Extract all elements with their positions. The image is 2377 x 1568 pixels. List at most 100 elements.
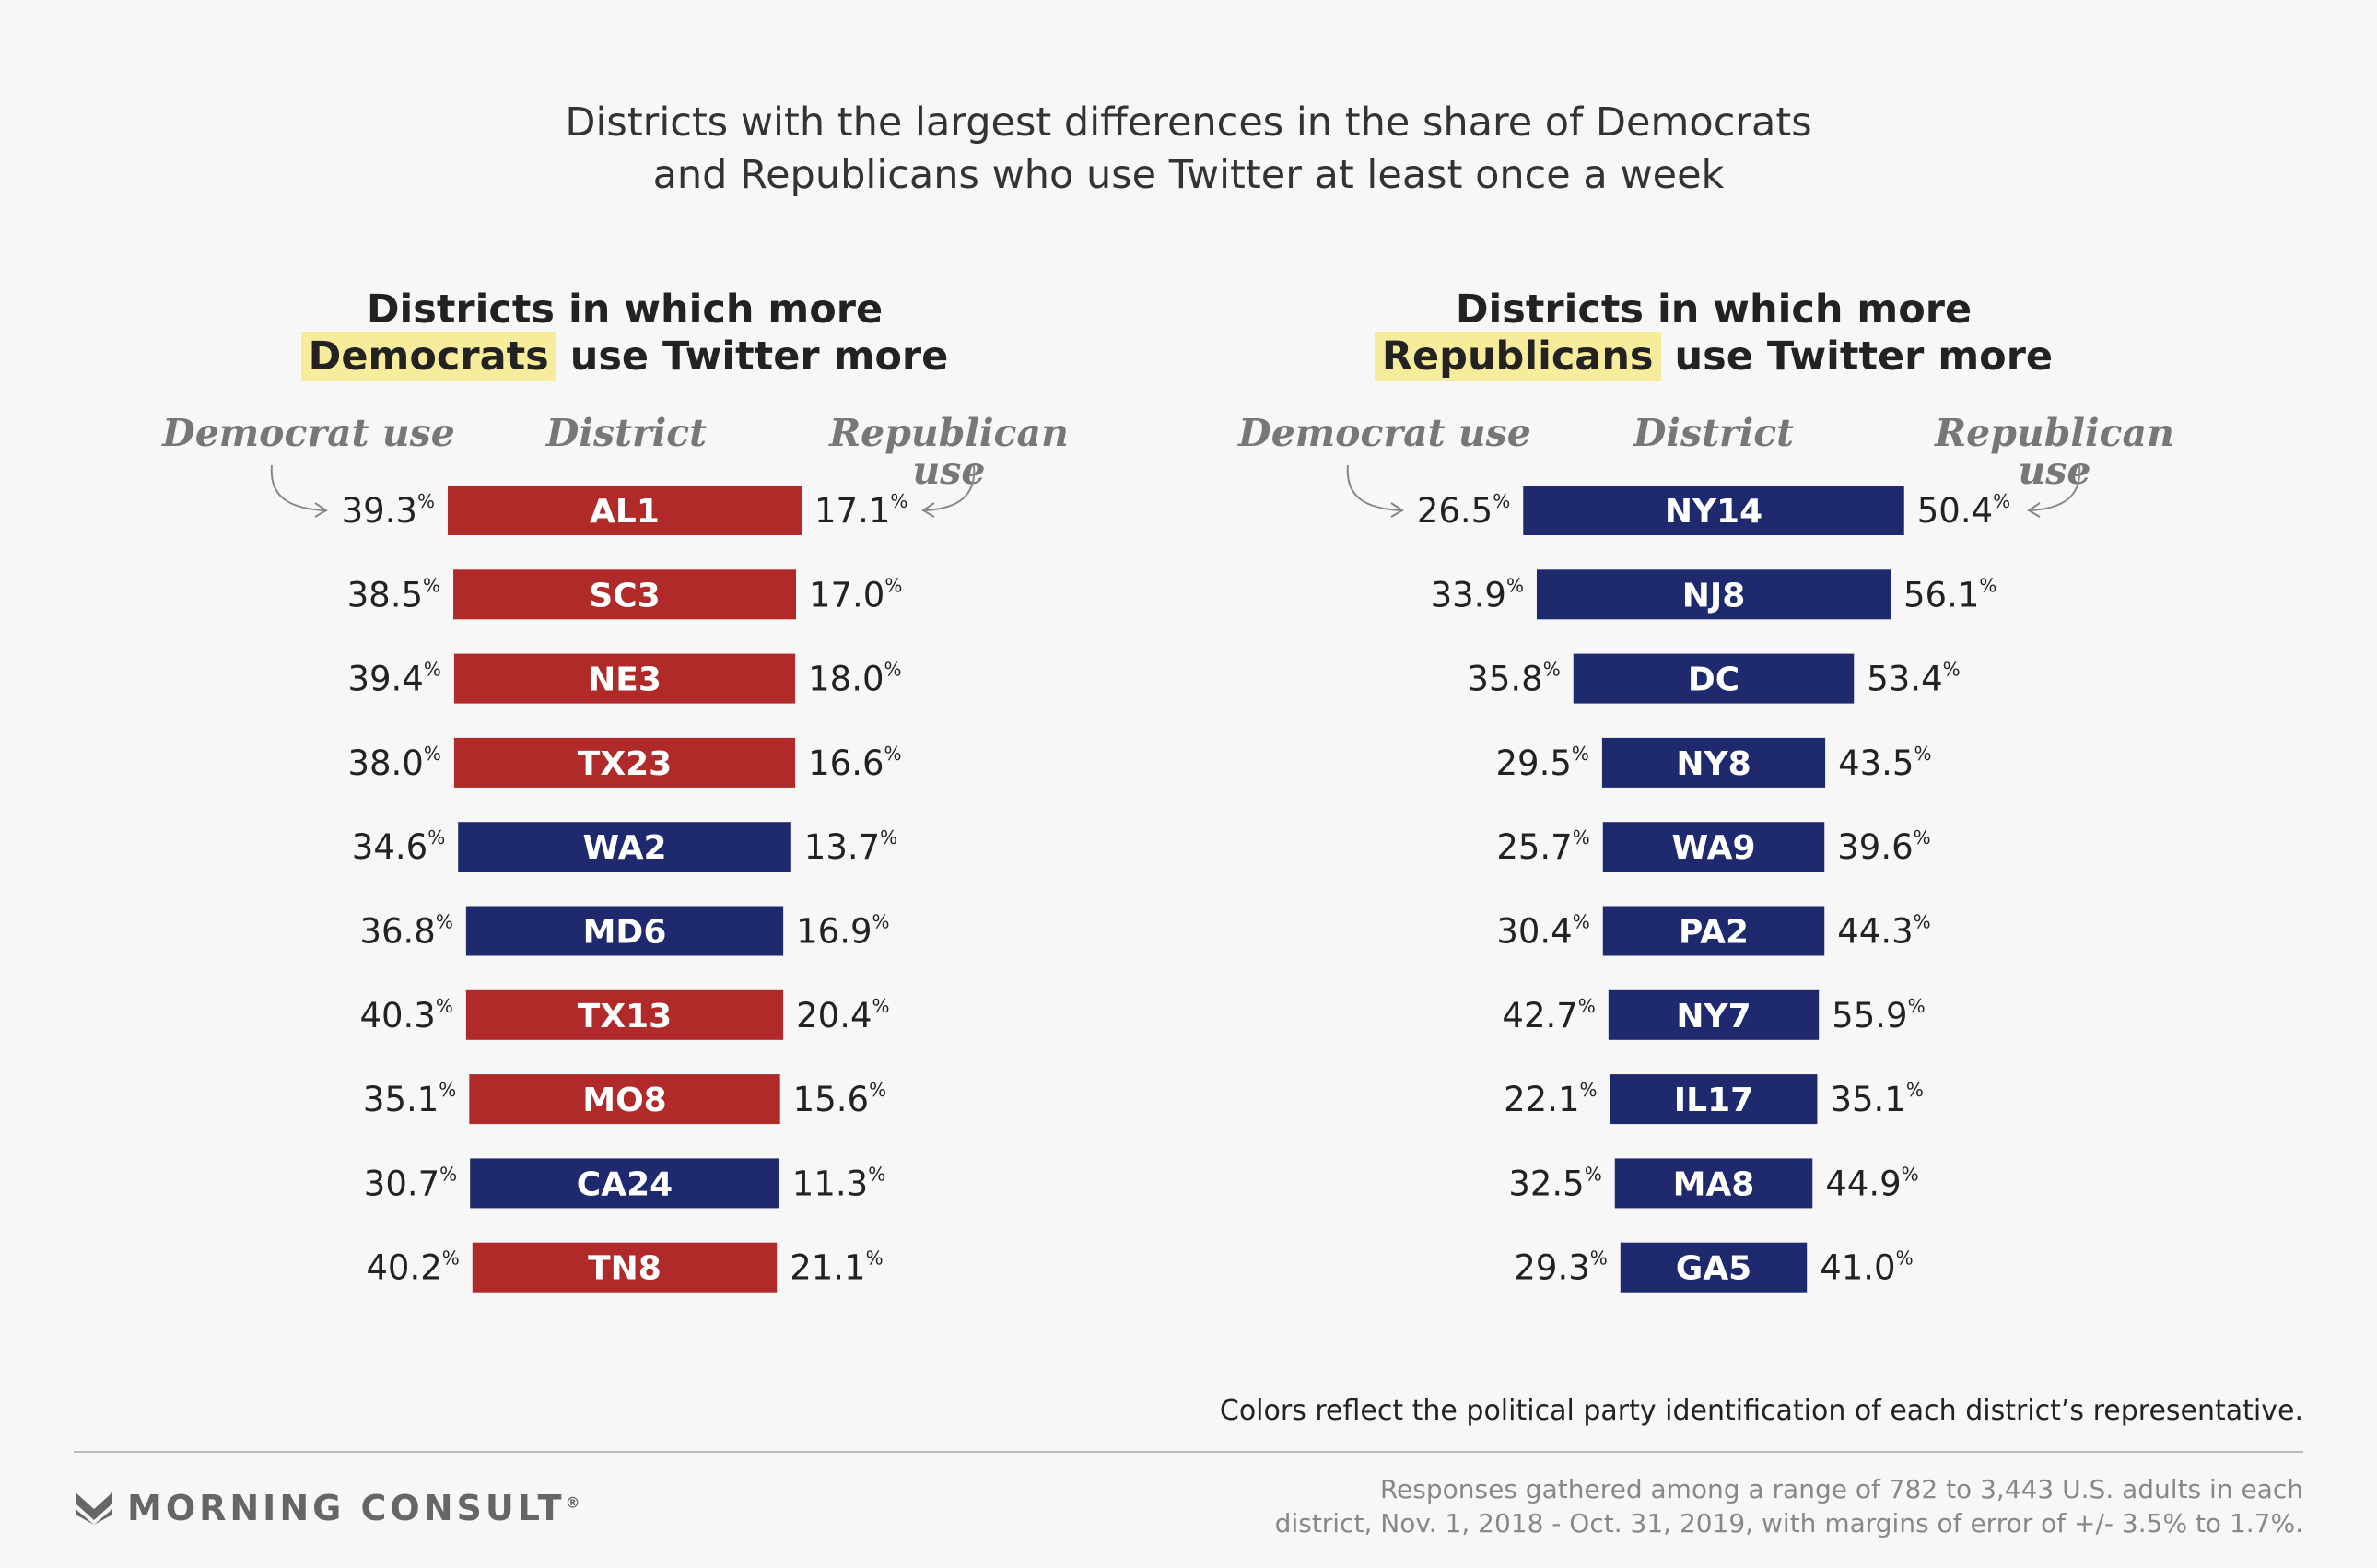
left-district-label-ca24: CA24 <box>577 1165 673 1203</box>
left-district-label-md6: MD6 <box>583 914 667 952</box>
right-republican-value-dc: 53.4% <box>1867 659 1960 699</box>
left-republican-value-ca24: 11.3% <box>792 1163 885 1203</box>
right-republican-value-ny8: 43.5% <box>1838 743 1931 783</box>
right-dem-arrow-icon <box>1346 464 1401 511</box>
left-col-district: District <box>545 411 708 455</box>
left-republican-value-tx23: 16.6% <box>808 743 901 783</box>
left-panel-heading-line-1: Districts in which more <box>366 287 884 333</box>
left-republican-value-md6: 16.9% <box>796 911 889 952</box>
right-district-label-dc: DC <box>1688 661 1739 699</box>
source-line-1: Responses gathered among a range of 782 … <box>1379 1474 2303 1504</box>
left-district-label-tx23: TX23 <box>578 745 672 783</box>
left-democrat-value-mo8: 35.1% <box>363 1079 456 1119</box>
source-line-2: district, Nov. 1, 2018 - Oct. 31, 2019, … <box>1274 1508 2303 1539</box>
left-panel-heading-rest: use Twitter more <box>556 333 949 380</box>
logo-text: MORNING CONSULT® <box>127 1488 584 1528</box>
left-district-label-sc3: SC3 <box>589 577 660 614</box>
chart-title-line-2: and Republicans who use Twitter at least… <box>652 152 1725 198</box>
right-bar-wa9 <box>1602 822 1825 872</box>
left-democrat-value-tx13: 40.3% <box>359 995 452 1036</box>
morning-consult-logo: MORNING CONSULT® <box>74 1485 584 1531</box>
left-dem-arrowhead-icon <box>314 502 328 518</box>
left-district-label-wa2: WA2 <box>582 829 666 867</box>
left-col-democrat-use: Democrat use <box>162 411 455 455</box>
right-bar-dc <box>1573 653 1855 704</box>
left-bar-tx23 <box>453 737 796 788</box>
left-democrat-value-md6: 36.8% <box>359 911 452 952</box>
right-panel-heading-line-1: Districts in which more <box>1455 287 1973 333</box>
right-democrat-value-il17: 22.1% <box>1504 1079 1597 1119</box>
left-republican-value-al1: 17.1% <box>814 490 907 531</box>
footer-divider <box>74 1451 2303 1453</box>
footnote: Colors reflect the political party ident… <box>1219 1395 2303 1427</box>
right-bar-ga5 <box>1620 1242 1808 1293</box>
left-district-label-tn8: TN8 <box>588 1250 662 1288</box>
left-dem-arrow-icon <box>270 464 325 511</box>
left-democrat-value-tx23: 38.0% <box>347 743 440 783</box>
left-bar-ne3 <box>453 653 796 704</box>
left-republican-value-tn8: 21.1% <box>790 1247 883 1288</box>
right-district-label-ma8: MA8 <box>1673 1165 1755 1203</box>
left-district-label-tx13: TX13 <box>578 998 672 1036</box>
left-panel-highlight: Democrats <box>300 332 556 381</box>
left-bar-al1 <box>447 486 802 535</box>
right-panel-heading-rest: use Twitter more <box>1660 333 2054 380</box>
left-republican-value-mo8: 15.6% <box>793 1079 886 1119</box>
left-panel-heading-line-2: Democrats use Twitter more <box>256 332 993 381</box>
right-democrat-value-ny7: 42.7% <box>1502 995 1595 1036</box>
logo-registered: ® <box>565 1493 584 1512</box>
right-republican-value-ny7: 55.9% <box>1832 995 1925 1036</box>
right-col-democrat-use: Democrat use <box>1238 411 1531 455</box>
left-district-label-mo8: MO8 <box>582 1082 666 1119</box>
right-democrat-value-dc: 35.8% <box>1467 659 1560 699</box>
right-bar-pa2 <box>1602 906 1825 956</box>
right-panel-highlight: Republicans <box>1374 332 1661 381</box>
right-bar-ny14 <box>1523 486 1904 535</box>
right-bar-il17 <box>1610 1074 1818 1125</box>
right-democrat-value-nj8: 33.9% <box>1431 574 1524 614</box>
right-district-label-il17: IL17 <box>1674 1082 1753 1119</box>
right-bar-ny8 <box>1601 737 1826 788</box>
left-democrat-value-ne3: 39.4% <box>347 659 440 699</box>
right-district-label-wa9: WA9 <box>1671 829 1755 867</box>
right-republican-value-ny14: 50.4% <box>1917 490 2010 531</box>
right-bar-nj8 <box>1536 569 1891 620</box>
left-bar-tn8 <box>472 1242 778 1293</box>
right-republican-value-nj8: 56.1% <box>1903 574 1996 614</box>
logo-name: MORNING CONSULT <box>127 1488 566 1528</box>
right-district-label-ny7: NY7 <box>1676 998 1751 1036</box>
right-democrat-value-ny8: 29.5% <box>1495 743 1588 783</box>
right-bar-ny7 <box>1608 989 1820 1040</box>
right-rep-arrow-icon <box>2030 464 2081 511</box>
right-dem-arrowhead-icon <box>1390 502 1404 518</box>
logo-mark-icon <box>76 1492 112 1525</box>
right-district-label-nj8: NJ8 <box>1682 577 1746 614</box>
right-democrat-value-ma8: 32.5% <box>1508 1163 1601 1203</box>
right-republican-value-wa9: 39.6% <box>1837 826 1930 867</box>
right-bar-ma8 <box>1614 1158 1813 1209</box>
left-democrat-value-al1: 39.3% <box>342 490 435 531</box>
right-district-label-ny14: NY14 <box>1665 493 1762 531</box>
right-republican-value-ga5: 41.0% <box>1820 1247 1913 1288</box>
left-bar-ca24 <box>470 1158 779 1209</box>
right-republican-value-ma8: 44.9% <box>1825 1163 1918 1203</box>
right-republican-value-il17: 35.1% <box>1830 1079 1923 1119</box>
left-democrat-value-sc3: 38.5% <box>347 574 440 614</box>
left-republican-value-wa2: 13.7% <box>804 826 897 867</box>
chart-canvas: AL1 39.3% 17.1% SC3 38.5% 17.0% NE3 39.4% 18.0% T… <box>270 464 2081 1293</box>
left-bar-sc3 <box>453 569 796 620</box>
right-democrat-value-pa2: 30.4% <box>1496 911 1589 952</box>
chart-title-line-1: Districts with the largest differences i… <box>565 99 1812 146</box>
left-republican-value-ne3: 18.0% <box>808 659 901 699</box>
right-democrat-value-ga5: 29.3% <box>1514 1247 1607 1288</box>
right-democrat-value-ny14: 26.5% <box>1417 490 1510 531</box>
left-bar-mo8 <box>469 1074 780 1125</box>
left-democrat-value-ca24: 30.7% <box>364 1163 457 1203</box>
right-republican-value-pa2: 44.3% <box>1837 911 1930 952</box>
left-bar-wa2 <box>458 822 791 872</box>
right-panel-heading-line-2: Republicans use Twitter more <box>1345 332 2082 381</box>
left-district-label-ne3: NE3 <box>588 661 662 699</box>
left-republican-value-tx13: 20.4% <box>796 995 889 1036</box>
left-col-republican-use: Republican use <box>829 411 1069 493</box>
source-note: Responses gathered among a range of 782 … <box>1275 1472 2303 1540</box>
